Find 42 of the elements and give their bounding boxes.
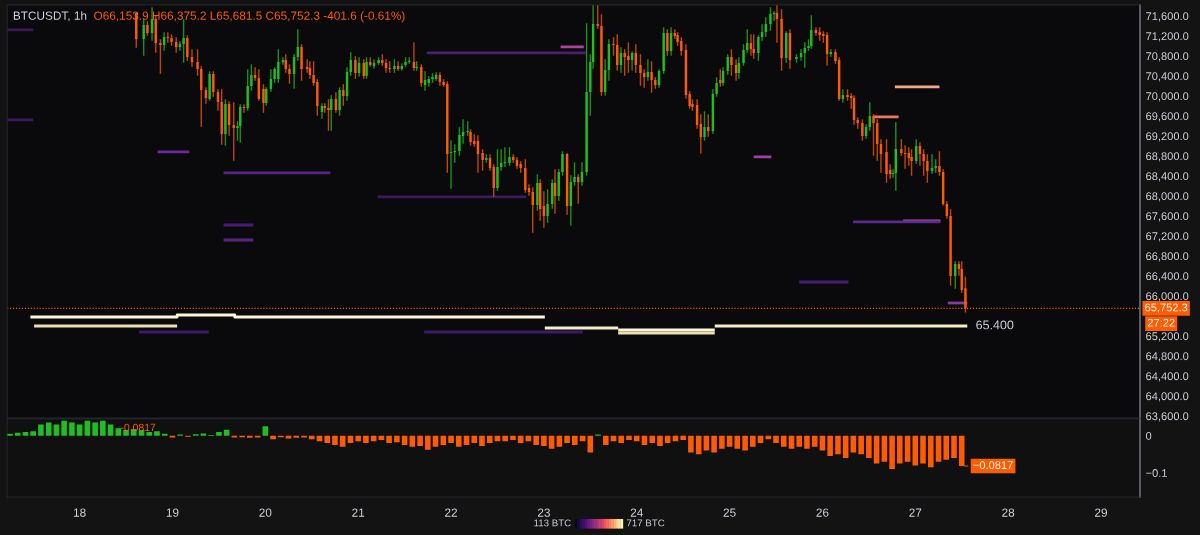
y-tick-label: −0.1 <box>1146 469 1167 477</box>
x-tick-label: 20 <box>259 508 272 517</box>
y-tick-label: 66,800.0 <box>1146 252 1189 262</box>
y-tick-label: 69,600.0 <box>1146 112 1189 122</box>
y-tick-label: 68,400.0 <box>1146 172 1189 182</box>
text: 113 BTC <box>534 519 571 527</box>
ref-line-label: 65,752.3 <box>1145 303 1188 313</box>
y-tick-label: 68,800.0 <box>1146 152 1189 162</box>
text: 717 BTC <box>626 519 665 527</box>
y-tick-label: 0 <box>1145 431 1152 440</box>
y-tick-label: 69,200.0 <box>1146 132 1189 142</box>
y-tick-label: 68,000.0 <box>1146 192 1189 202</box>
y-tick-label: 64,000.0 <box>1146 392 1189 402</box>
annotation: 65.400 <box>976 320 1014 330</box>
text: 27:22 <box>1147 318 1175 327</box>
x-tick-label: 27 <box>909 508 922 517</box>
y-tick-label: 66,400.0 <box>1146 272 1189 282</box>
x-tick-label: 23 <box>537 508 550 517</box>
y-tick-label: 71,600.0 <box>1146 12 1189 22</box>
x-tick-label: 22 <box>445 508 458 517</box>
y-tick-label: 70,000.0 <box>1146 92 1189 102</box>
x-tick-label: 19 <box>166 508 179 517</box>
x-tick-label: 24 <box>630 508 643 517</box>
y-tick-label: 64,800.0 <box>1146 352 1189 362</box>
annotation: −0.0817 <box>973 461 1013 470</box>
y-tick-label: 67,200.0 <box>1146 232 1189 242</box>
x-tick-label: 29 <box>1095 508 1108 517</box>
y-tick-label: 63,600.0 <box>1146 412 1189 422</box>
x-tick-label: 21 <box>352 508 365 517</box>
x-tick-label: 18 <box>73 508 86 517</box>
y-tick-label: 67,600.0 <box>1146 212 1189 222</box>
annotation: -0.0817 <box>120 423 156 432</box>
y-tick-label: 66,000.0 <box>1146 292 1189 302</box>
x-tick-label: 26 <box>816 508 829 517</box>
chart-title: BTCUSDT, 1h <box>13 11 87 22</box>
y-tick-label: 71,200.0 <box>1146 32 1189 42</box>
y-tick-label: 64,400.0 <box>1146 372 1189 382</box>
x-tick-label: 25 <box>723 508 736 517</box>
y-tick-label: 65,200.0 <box>1146 332 1189 342</box>
x-tick-label: 28 <box>1002 508 1015 517</box>
y-tick-label: 70,400.0 <box>1146 72 1189 82</box>
y-tick-label: 70,800.0 <box>1146 52 1189 62</box>
